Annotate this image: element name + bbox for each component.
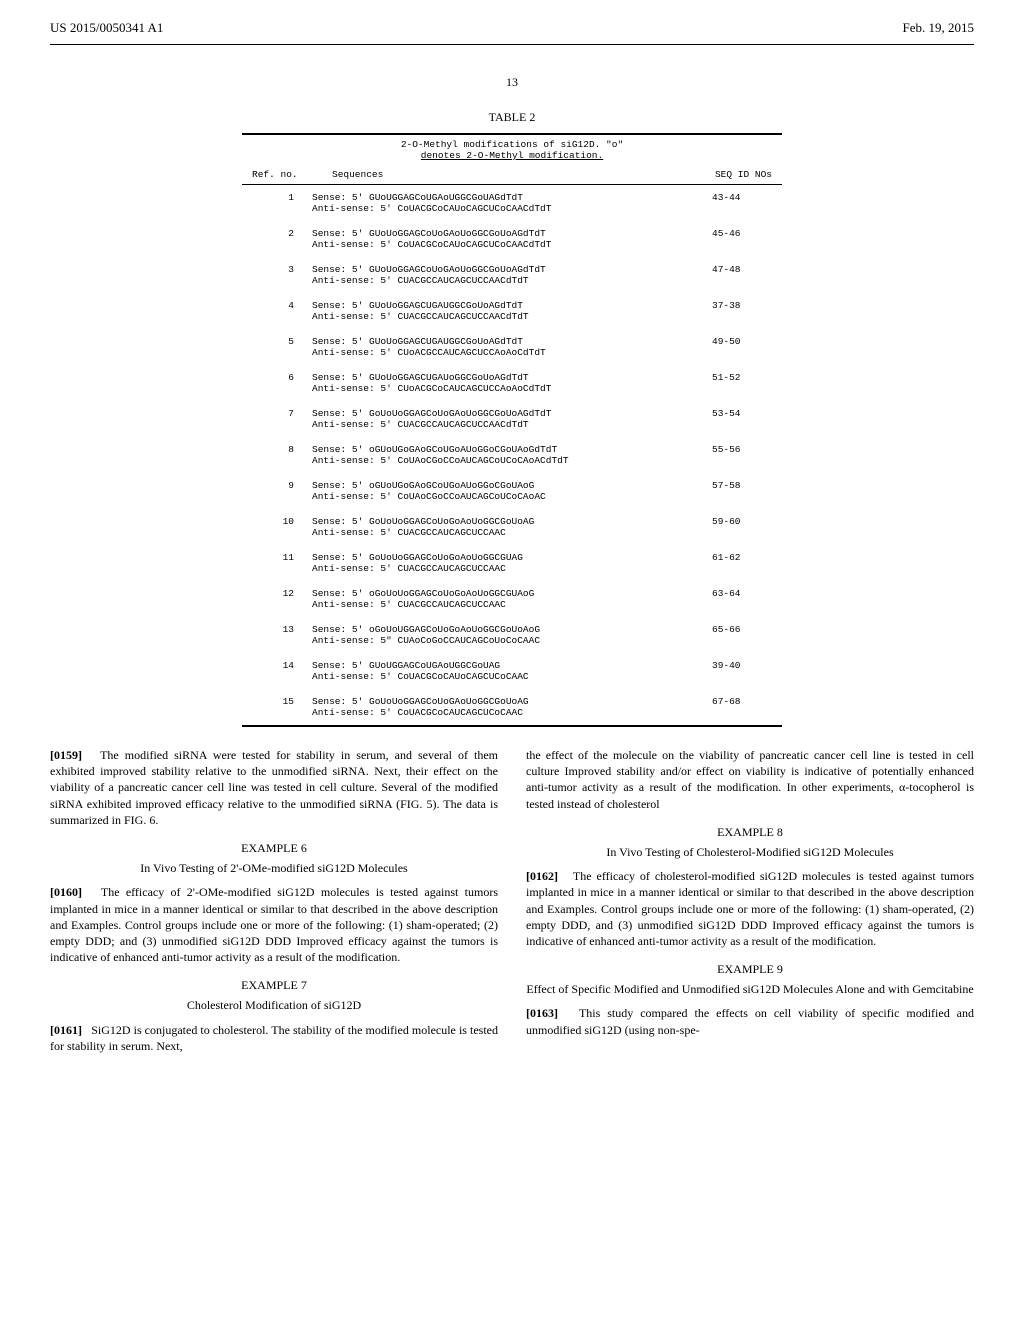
table-row: 15Sense: 5' GoUoUoGGAGCoUoGAoUoGGCGoUoAG… [242,689,782,725]
page-number: 13 [0,75,1024,90]
cell-ref: 9 [242,480,312,502]
cell-seq: Sense: 5' GoUoUoGGAGCoUoGAoUoGGCGoUoAGAn… [312,696,682,718]
cell-ref: 2 [242,228,312,250]
table-row: 7Sense: 5' GoUoUoGGAGCoUoGAoUoGGCGoUoAGd… [242,401,782,437]
table-row: 1Sense: 5' GUoUGGAGCoUGAoUGGCGoUAGdTdTAn… [242,185,782,221]
cell-seq: Sense: 5' oGoUoUoGGAGCoUoGoAoUoGGCGUAoGA… [312,588,682,610]
para-0159: [0159] The modified siRNA were tested fo… [50,747,498,828]
para-0162: [0162] The efficacy of cholesterol-modif… [526,868,974,949]
para-0163: [0163] This study compared the effects o… [526,1005,974,1037]
para-cont: the effect of the molecule on the viabil… [526,747,974,812]
col-head-ids: SEQ ID NOs [682,169,782,180]
cell-ids: 51-52 [682,372,782,394]
example-6-subtitle: In Vivo Testing of 2'-OMe-modified siG12… [50,860,498,876]
cell-ref: 14 [242,660,312,682]
example-6-title: EXAMPLE 6 [50,840,498,856]
cell-ref: 3 [242,264,312,286]
cell-ids: 57-58 [682,480,782,502]
cell-seq: Sense: 5' GUoUoGGAGCUGAUGGCGoUoAGdTdTAnt… [312,336,682,358]
table-body: 1Sense: 5' GUoUGGAGCoUGAoUGGCGoUAGdTdTAn… [242,185,782,725]
cell-ids: 61-62 [682,552,782,574]
table-row: 4Sense: 5' GUoUoGGAGCUGAUGGCGoUoAGdTdTAn… [242,293,782,329]
page-header: US 2015/0050341 A1 Feb. 19, 2015 [0,0,1024,44]
cell-seq: Sense: 5' GUoUGGAGCoUGAoUGGCGoUAGAnti-se… [312,660,682,682]
table-row: 13Sense: 5' oGoUoUGGAGCoUoGoAoUoGGCGoUoA… [242,617,782,653]
cell-seq: Sense: 5' GUoUoGGAGCoUoGAoUoGGCGoUoAGdTd… [312,264,682,286]
cell-ids: 63-64 [682,588,782,610]
table-row: 6Sense: 5' GUoUoGGAGCUGAUoGGCGoUoAGdTdTA… [242,365,782,401]
cell-ref: 1 [242,192,312,214]
publication-number: US 2015/0050341 A1 [50,20,163,36]
example-9-title: EXAMPLE 9 [526,961,974,977]
cell-ref: 12 [242,588,312,610]
cell-ref: 10 [242,516,312,538]
para-0161: [0161] SiG12D is conjugated to cholester… [50,1022,498,1054]
cell-ids: 59-60 [682,516,782,538]
cell-ids: 55-56 [682,444,782,466]
right-column: the effect of the molecule on the viabil… [526,747,974,1058]
cell-seq: Sense: 5' oGUoUGoGAoGCoUGoAUoGGoCGoUAoGd… [312,444,682,466]
example-8-subtitle: In Vivo Testing of Cholesterol-Modified … [526,844,974,860]
cell-ref: 8 [242,444,312,466]
cell-ref: 13 [242,624,312,646]
cell-seq: Sense: 5' GoUoUoGGAGCoUoGoAoUoGGCGUAGAnt… [312,552,682,574]
cell-ref: 5 [242,336,312,358]
cell-ref: 7 [242,408,312,430]
left-column: [0159] The modified siRNA were tested fo… [50,747,498,1058]
cell-ids: 47-48 [682,264,782,286]
cell-ids: 53-54 [682,408,782,430]
table-header-row: Ref. no. Sequences SEQ ID NOs [242,165,782,185]
table-subtitle: 2-O-Methyl modifications of siG12D. "o" … [242,135,782,165]
cell-ref: 4 [242,300,312,322]
example-8-title: EXAMPLE 8 [526,824,974,840]
cell-ref: 11 [242,552,312,574]
header-rule [50,44,974,45]
cell-ids: 39-40 [682,660,782,682]
col-head-seq: Sequences [332,169,682,180]
cell-ids: 67-68 [682,696,782,718]
cell-seq: Sense: 5' oGoUoUGGAGCoUoGoAoUoGGCGoUoAoG… [312,624,682,646]
cell-ref: 15 [242,696,312,718]
example-7-title: EXAMPLE 7 [50,977,498,993]
table-rule-bottom [242,725,782,727]
table-row: 11Sense: 5' GoUoUoGGAGCoUoGoAoUoGGCGUAGA… [242,545,782,581]
example-9-subtitle: Effect of Specific Modified and Unmodifi… [526,981,974,997]
cell-ref: 6 [242,372,312,394]
cell-seq: Sense: 5' oGUoUGoGAoGCoUGoAUoGGoCGoUAoGA… [312,480,682,502]
cell-seq: Sense: 5' GoUoUoGGAGCoUoGAoUoGGCGoUoAGdT… [312,408,682,430]
table-caption: TABLE 2 [242,110,782,125]
table-2: TABLE 2 2-O-Methyl modifications of siG1… [242,110,782,727]
cell-seq: Sense: 5' GUoUGGAGCoUGAoUGGCGoUAGdTdTAnt… [312,192,682,214]
cell-ids: 45-46 [682,228,782,250]
cell-seq: Sense: 5' GUoUoGGAGCUGAUoGGCGoUoAGdTdTAn… [312,372,682,394]
table-row: 5Sense: 5' GUoUoGGAGCUGAUGGCGoUoAGdTdTAn… [242,329,782,365]
table-row: 3Sense: 5' GUoUoGGAGCoUoGAoUoGGCGoUoAGdT… [242,257,782,293]
cell-ids: 65-66 [682,624,782,646]
cell-seq: Sense: 5' GUoUoGGAGCoUoGAoUoGGCGoUoAGdTd… [312,228,682,250]
para-0160: [0160] The efficacy of 2'-OMe-modified s… [50,884,498,965]
text-columns: [0159] The modified siRNA were tested fo… [0,747,1024,1058]
table-row: 10Sense: 5' GoUoUoGGAGCoUoGoAoUoGGCGoUoA… [242,509,782,545]
table-row: 12Sense: 5' oGoUoUoGGAGCoUoGoAoUoGGCGUAo… [242,581,782,617]
example-7-subtitle: Cholesterol Modification of siG12D [50,997,498,1013]
cell-ids: 49-50 [682,336,782,358]
table-row: 2Sense: 5' GUoUoGGAGCoUoGAoUoGGCGoUoAGdT… [242,221,782,257]
cell-seq: Sense: 5' GUoUoGGAGCUGAUGGCGoUoAGdTdTAnt… [312,300,682,322]
table-row: 9Sense: 5' oGUoUGoGAoGCoUGoAUoGGoCGoUAoG… [242,473,782,509]
cell-ids: 43-44 [682,192,782,214]
publication-date: Feb. 19, 2015 [903,20,975,36]
table-row: 14Sense: 5' GUoUGGAGCoUGAoUGGCGoUAGAnti-… [242,653,782,689]
cell-seq: Sense: 5' GoUoUoGGAGCoUoGoAoUoGGCGoUoAGA… [312,516,682,538]
col-head-ref: Ref. no. [242,169,332,180]
table-row: 8Sense: 5' oGUoUGoGAoGCoUGoAUoGGoCGoUAoG… [242,437,782,473]
cell-ids: 37-38 [682,300,782,322]
